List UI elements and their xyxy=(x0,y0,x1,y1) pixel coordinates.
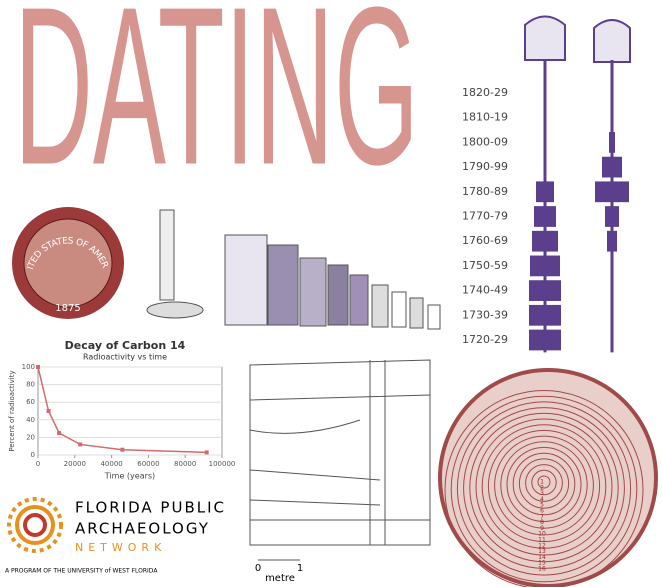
frequency-bar xyxy=(536,181,554,202)
frequency-bar xyxy=(607,231,617,252)
scale-end: 1 xyxy=(297,563,303,574)
decade-label: 1820-29 xyxy=(462,86,508,99)
frequency-bar xyxy=(529,330,561,351)
y-tick-label: 80 xyxy=(26,381,35,389)
decay-point xyxy=(78,442,82,446)
plot-frame xyxy=(38,367,222,455)
x-tick-label: 0 xyxy=(36,460,40,468)
frequency-bar xyxy=(529,305,561,326)
x-tick-label: 40000 xyxy=(100,460,122,468)
decade-label: 1730-39 xyxy=(462,308,508,321)
decay-point xyxy=(57,431,61,435)
decade-label: 1760-69 xyxy=(462,234,508,247)
decay-point xyxy=(120,448,124,452)
chart-title: Decay of Carbon 14 xyxy=(65,339,186,352)
frequency-bar xyxy=(529,280,561,301)
decay-point xyxy=(36,365,40,369)
tombstones xyxy=(525,17,630,63)
x-axis-label: Time (years) xyxy=(104,472,155,481)
x-tick-label: 100000 xyxy=(209,460,236,468)
decade-label: 1800-09 xyxy=(462,135,508,148)
y-tick-label: 20 xyxy=(26,433,35,441)
frequency-bar xyxy=(530,256,560,277)
phones xyxy=(147,210,440,329)
decade-label: 1790-99 xyxy=(462,160,508,173)
decay-point xyxy=(47,409,51,413)
logo-sun xyxy=(9,499,61,551)
y-tick-label: 100 xyxy=(22,363,35,371)
stratigraphy xyxy=(250,360,430,560)
title: DATING xyxy=(14,0,419,211)
chart-subtitle: Radioactivity vs time xyxy=(83,353,167,362)
scale-unit: metre xyxy=(265,573,295,584)
decade-label: 1810-19 xyxy=(462,111,508,124)
logo-line1: FLORIDA PUBLIC xyxy=(75,499,226,517)
y-axis-label: Percent of radioactivity xyxy=(8,370,16,451)
decay-point xyxy=(205,450,209,454)
frequency-bar xyxy=(595,181,629,202)
collage: DATING UNITED STATES OF AMERICA 1875 0 1… xyxy=(0,0,662,587)
frequency-bar xyxy=(532,231,558,252)
logo-tagline: A PROGRAM OF THE UNIVERSITY of WEST FLOR… xyxy=(5,568,158,575)
frequency-bar xyxy=(609,132,615,153)
ring-number: 16 xyxy=(538,566,546,573)
frequency-bar xyxy=(602,157,622,178)
decade-label: 1770-79 xyxy=(462,210,508,223)
frequency-bar xyxy=(605,206,619,227)
frequency-bar xyxy=(534,206,556,227)
scale-start: 0 xyxy=(255,563,261,574)
decade-label: 1720-29 xyxy=(462,333,508,346)
x-tick-label: 60000 xyxy=(137,460,159,468)
decay-line xyxy=(38,367,207,452)
logo-line3: NETWORK xyxy=(75,541,166,554)
x-tick-label: 80000 xyxy=(174,460,196,468)
logo-line2: ARCHAEOLOGY xyxy=(75,520,210,538)
x-tick-label: 20000 xyxy=(64,460,86,468)
decade-label: 1740-49 xyxy=(462,284,508,297)
coin-year: 1875 xyxy=(55,303,80,314)
decade-label: 1780-89 xyxy=(462,185,508,198)
y-tick-label: 0 xyxy=(31,451,35,459)
decade-label: 1750-59 xyxy=(462,259,508,272)
y-tick-label: 60 xyxy=(26,398,35,406)
y-tick-label: 40 xyxy=(26,416,35,424)
